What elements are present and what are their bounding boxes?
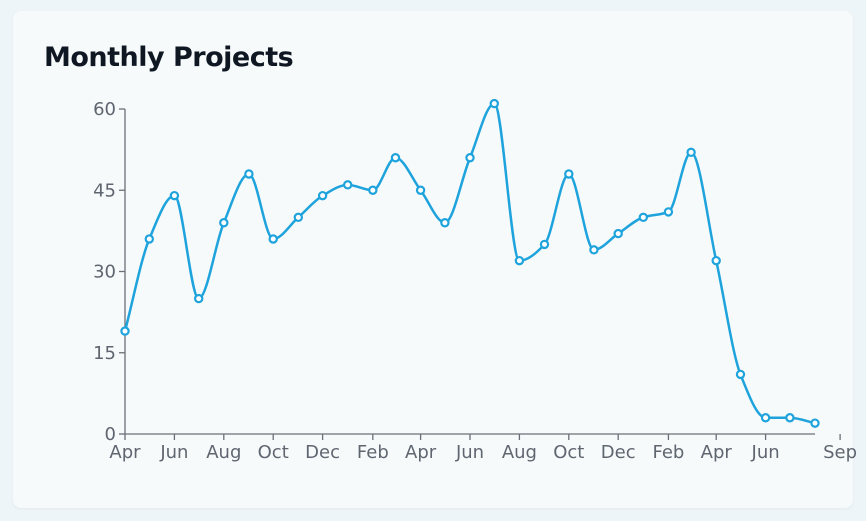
y-axis: 0 15 30 45 60 [93,99,126,445]
x-tick-label: Oct [553,442,584,463]
data-point [415,185,426,195]
series-line [123,102,816,425]
x-tick-label: Apr [109,442,141,463]
data-point [440,218,450,228]
data-point [735,369,746,380]
data-point [317,190,328,201]
data-point [760,413,771,423]
data-point [169,190,180,201]
data-point [120,326,130,336]
y-tick-label: 30 [93,262,116,283]
data-point [465,153,475,163]
x-tick-label: Sep [823,442,857,463]
data-point [539,239,550,250]
data-point [686,147,696,158]
x-tick-label: Jun [455,442,484,463]
data-point [368,185,378,195]
x-tick-label: Apr [405,442,437,463]
chart-title: Monthly Projects [44,42,294,73]
x-tick-label: Dec [305,442,340,463]
x-tick-label: Feb [357,442,389,463]
x-tick-label: Jun [751,442,780,463]
x-tick-label: Aug [206,442,241,463]
data-points [120,98,820,428]
x-tick-label: Aug [502,442,537,463]
y-tick-label: 45 [93,180,116,201]
data-point [193,293,204,304]
x-tick-label: Apr [701,442,733,463]
data-point [785,413,795,423]
data-point [613,228,623,239]
x-tick-label: Feb [652,442,684,463]
data-point [343,180,353,190]
x-tick-label: Oct [258,442,289,463]
data-point [390,153,401,163]
y-tick-label: 0 [105,424,116,445]
data-point [564,169,574,179]
data-point [663,207,674,217]
data-point [244,169,254,179]
data-point [638,212,649,223]
y-tick-label: 15 [93,343,116,364]
y-tick-label: 60 [93,99,116,120]
data-point [268,234,278,244]
data-point [810,418,820,428]
x-axis: Apr Jun Aug Oct Dec Feb Apr Jun Aug Oct Dec Feb Apr J… [109,433,857,463]
data-point [144,234,154,244]
data-point [589,245,599,255]
data-point [514,255,525,266]
x-tick-label: Dec [601,442,636,463]
data-point [489,98,499,109]
x-tick-label: Jun [159,442,188,463]
data-point [711,255,721,266]
data-point [219,218,229,228]
data-point [293,212,304,223]
